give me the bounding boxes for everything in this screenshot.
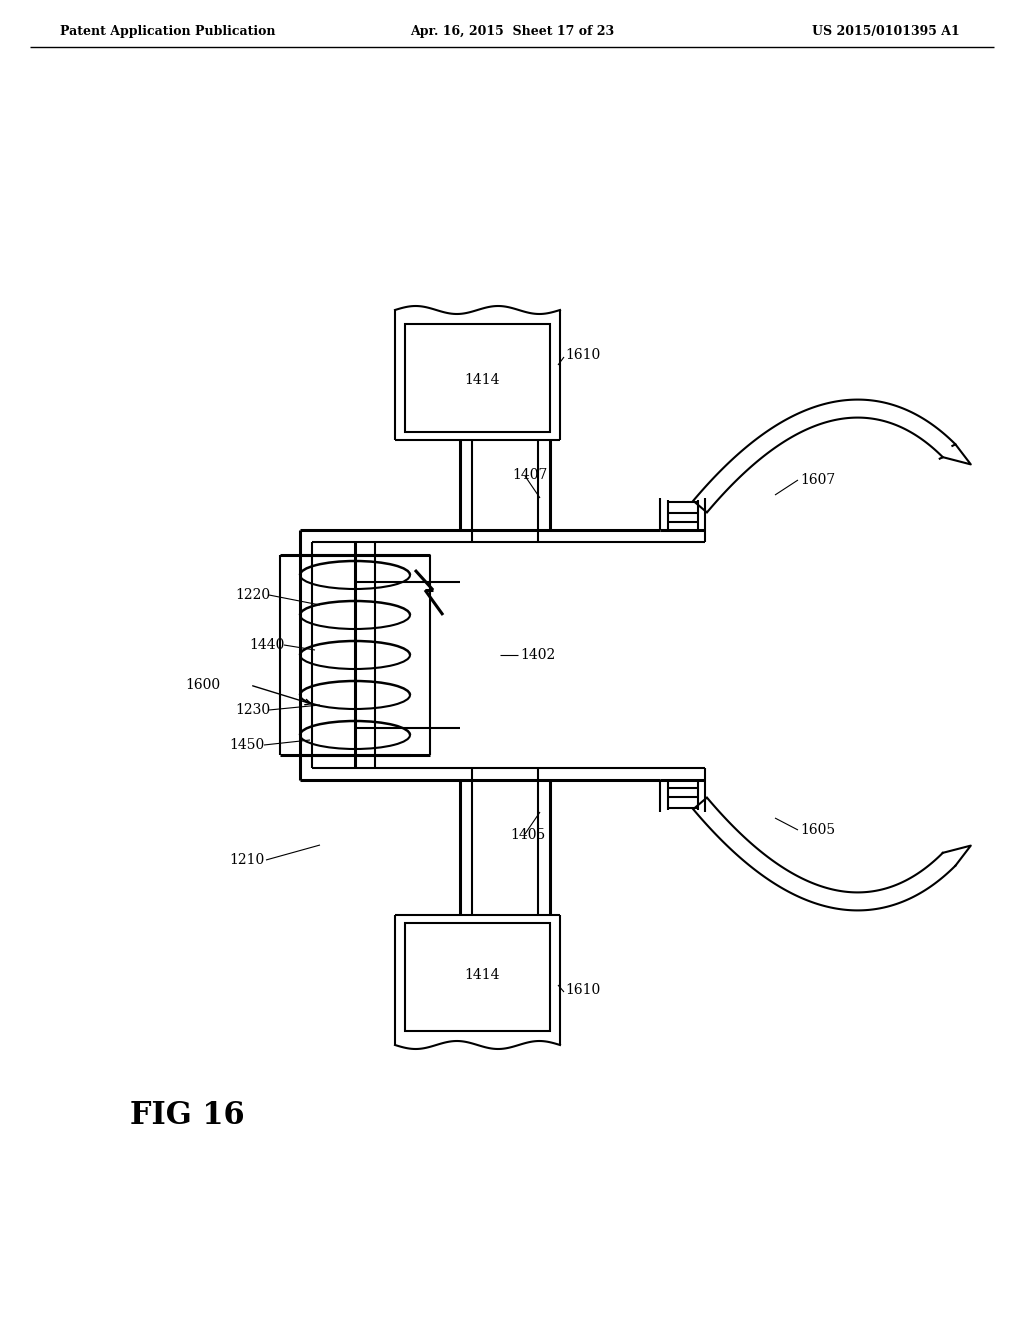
Text: 1605: 1605	[800, 822, 836, 837]
Text: 1600: 1600	[185, 678, 220, 692]
Text: 1414: 1414	[464, 374, 500, 387]
Text: 1607: 1607	[800, 473, 836, 487]
Text: 1220: 1220	[234, 587, 270, 602]
Text: 1405: 1405	[510, 828, 545, 842]
Text: 1402: 1402	[520, 648, 555, 663]
Text: 1407: 1407	[512, 469, 548, 482]
Text: 1210: 1210	[229, 853, 265, 867]
Text: 1230: 1230	[234, 704, 270, 717]
Text: 1610: 1610	[565, 348, 600, 362]
Bar	[406, 923, 550, 1031]
Text: Apr. 16, 2015  Sheet 17 of 23: Apr. 16, 2015 Sheet 17 of 23	[410, 25, 614, 38]
Text: 1610: 1610	[565, 983, 600, 997]
Bar	[406, 323, 550, 432]
Text: FIG 16: FIG 16	[130, 1100, 245, 1130]
Text: 1414: 1414	[464, 968, 500, 982]
Text: 1450: 1450	[229, 738, 265, 752]
Text: US 2015/0101395 A1: US 2015/0101395 A1	[812, 25, 961, 38]
Text: Patent Application Publication: Patent Application Publication	[60, 25, 275, 38]
Text: 1440: 1440	[250, 638, 285, 652]
